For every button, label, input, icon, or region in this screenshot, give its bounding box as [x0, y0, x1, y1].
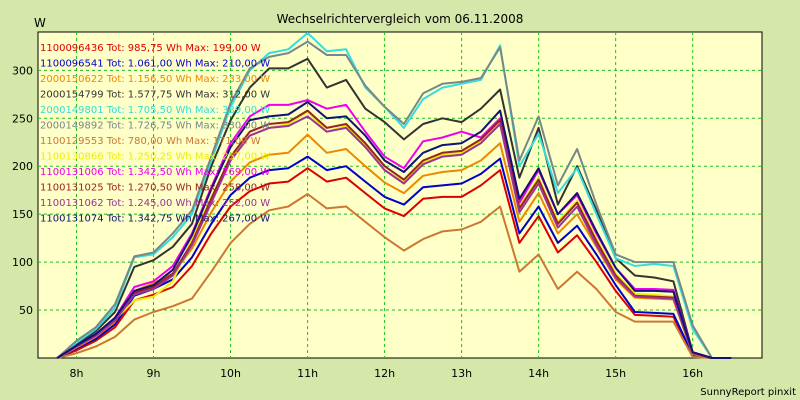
- x-tick-label: 16h: [682, 367, 703, 380]
- series-line-2: [56, 155, 732, 359]
- x-tick-label: 12h: [374, 367, 395, 380]
- y-tick-label: 200: [12, 160, 33, 173]
- series-line-6: [56, 40, 732, 359]
- legend-entry-4: 2000154799 Tot: 1.577,75 Wh Max: 312,00 …: [40, 90, 270, 101]
- y-tick-label: 150: [12, 208, 33, 221]
- x-tick-label: 10h: [220, 367, 241, 380]
- y-axis-unit: W: [34, 16, 46, 30]
- chart-title: Wechselrichtervergleich vom 06.11.2008: [277, 12, 524, 26]
- legend-entry-3: 2000150622 Tot: 1.156,50 Wh Max: 233,00 …: [40, 74, 270, 85]
- x-tick-label: 8h: [70, 367, 84, 380]
- legend-entry-1: 1100096436 Tot: 985,75 Wh Max: 199,00 W: [40, 43, 261, 54]
- series-line-1: [56, 167, 732, 359]
- y-tick-label: 50: [19, 304, 33, 317]
- credit-label: SunnyReport pinxit: [700, 387, 796, 398]
- series-line-5: [56, 32, 732, 359]
- series-line-4: [56, 57, 732, 359]
- series-line-10: [56, 109, 732, 359]
- y-tick-label: 100: [12, 256, 33, 269]
- legend-entry-8: 1100130866 Tot: 1.250,25 Wh Max: 257,00 …: [40, 152, 270, 163]
- legend-entry-9: 1100131006 Tot: 1.342,50 Wh Max: 269,00 …: [40, 167, 270, 178]
- y-tick-label: 250: [12, 112, 33, 125]
- legend-entry-5: 2000149801 Tot: 1.705,50 Wh Max: 339,00 …: [40, 105, 270, 116]
- plot-background: [37, 31, 763, 359]
- legend-entry-12: 1100131074 Tot: 1.342,75 Wh Max: 267,00 …: [40, 214, 270, 225]
- series-line-11: [56, 115, 732, 359]
- series-line-12: [56, 101, 732, 359]
- tick-labels: 50 100 150 200 250 300 8h 9h 10h 11h 12h 13h 14h 15h 1…: [12, 64, 703, 380]
- legend-entry-2: 1100096541 Tot: 1.061,00 Wh Max: 210,00 …: [40, 59, 270, 70]
- legend-entry-7: 1100129553 Tot: 780,00 Wh Max: 171,00 W: [40, 136, 261, 147]
- y-tick-label: 300: [12, 64, 33, 77]
- series-layer: [56, 32, 732, 359]
- x-tick-label: 15h: [605, 367, 626, 380]
- legend-entry-11: 1100131062 Tot: 1.245,00 Wh Max: 252,00 …: [40, 198, 270, 209]
- legend: 1100096436 Tot: 985,75 Wh Max: 199,00 W 1…: [40, 43, 270, 225]
- x-tick-label: 9h: [147, 367, 161, 380]
- legend-entry-10: 1100131025 Tot: 1.270,50 Wh Max: 258,00 …: [40, 183, 270, 194]
- x-tick-label: 11h: [297, 367, 318, 380]
- legend-entry-6: 2000149892 Tot: 1.726,75 Wh Max: 330,00 …: [40, 121, 270, 132]
- series-line-7: [57, 193, 732, 359]
- x-tick-label: 14h: [528, 367, 549, 380]
- x-tick-label: 13h: [451, 367, 472, 380]
